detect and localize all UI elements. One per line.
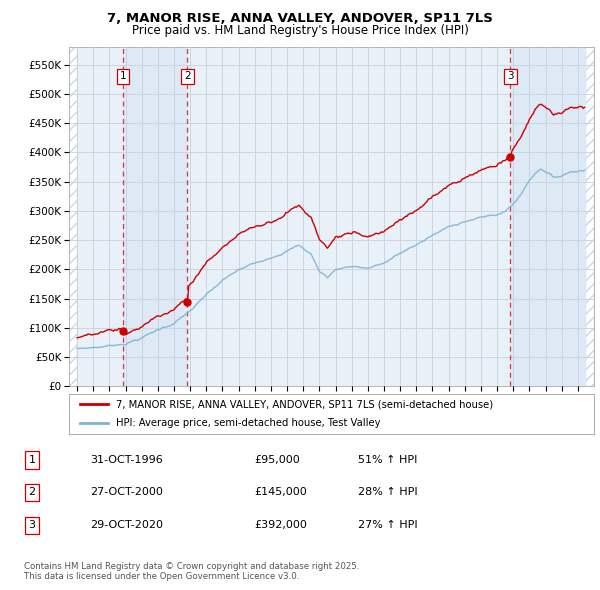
Text: 27-OCT-2000: 27-OCT-2000 bbox=[90, 487, 163, 497]
Bar bbox=[586, 47, 594, 386]
Text: 3: 3 bbox=[507, 71, 514, 81]
Text: £145,000: £145,000 bbox=[254, 487, 307, 497]
Text: £95,000: £95,000 bbox=[254, 455, 299, 465]
Text: 2: 2 bbox=[29, 487, 36, 497]
Text: 2: 2 bbox=[184, 71, 191, 81]
Text: HPI: Average price, semi-detached house, Test Valley: HPI: Average price, semi-detached house,… bbox=[116, 418, 381, 428]
Text: 51% ↑ HPI: 51% ↑ HPI bbox=[358, 455, 417, 465]
Text: £392,000: £392,000 bbox=[254, 520, 307, 530]
Text: 1: 1 bbox=[29, 455, 35, 465]
Text: 29-OCT-2020: 29-OCT-2020 bbox=[90, 520, 163, 530]
Text: 27% ↑ HPI: 27% ↑ HPI bbox=[358, 520, 417, 530]
Bar bbox=[123, 47, 187, 386]
Text: Price paid vs. HM Land Registry's House Price Index (HPI): Price paid vs. HM Land Registry's House … bbox=[131, 24, 469, 37]
Text: Contains HM Land Registry data © Crown copyright and database right 2025.
This d: Contains HM Land Registry data © Crown c… bbox=[24, 562, 359, 581]
Text: 7, MANOR RISE, ANNA VALLEY, ANDOVER, SP11 7LS (semi-detached house): 7, MANOR RISE, ANNA VALLEY, ANDOVER, SP1… bbox=[116, 399, 493, 409]
Text: 7, MANOR RISE, ANNA VALLEY, ANDOVER, SP11 7LS: 7, MANOR RISE, ANNA VALLEY, ANDOVER, SP1… bbox=[107, 12, 493, 25]
Text: 31-OCT-1996: 31-OCT-1996 bbox=[90, 455, 163, 465]
Bar bbox=[69, 47, 77, 386]
Text: 1: 1 bbox=[119, 71, 126, 81]
Text: 3: 3 bbox=[29, 520, 35, 530]
Bar bbox=[511, 47, 586, 386]
Text: 28% ↑ HPI: 28% ↑ HPI bbox=[358, 487, 417, 497]
